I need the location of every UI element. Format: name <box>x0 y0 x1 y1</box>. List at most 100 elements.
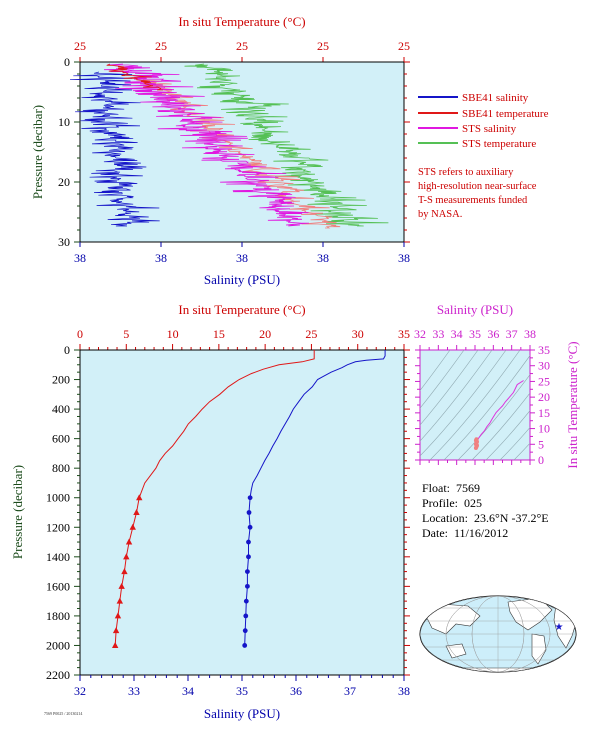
temperature-marker <box>111 641 119 648</box>
sbe-temperature-trace <box>106 63 163 91</box>
temperature-marker <box>121 568 128 575</box>
top1-pres-tick-label: 10 <box>58 115 70 129</box>
salinity-marker <box>243 613 249 619</box>
temperature-marker <box>114 612 122 619</box>
ts-density-contour <box>457 374 530 460</box>
main-pres-tick-label: 200 <box>52 373 70 387</box>
ts-sal-tick-label: 38 <box>524 327 536 341</box>
top1-sal-tick-label: 38 <box>398 251 410 265</box>
salinity-marker <box>245 569 250 574</box>
sts-note-line-1: STS refers to auxiliary <box>418 167 514 178</box>
ts-density-contour <box>513 442 530 460</box>
main-pres-tick-label: 1800 <box>46 609 70 623</box>
sts-note-line-3: T-S measurements funded <box>418 195 528 206</box>
sts-note-line-4: by NASA. <box>418 209 462 220</box>
legend-label-sbe-temperature: SBE41 temperature <box>462 108 549 120</box>
salinity-marker <box>246 510 252 515</box>
info-location: Location: 23.6°N -37.2°E <box>422 511 549 525</box>
salinity-marker <box>247 495 253 501</box>
ts-deep-point <box>474 437 479 442</box>
float-info: Float: 7569 Profile: 025 Location: 23.6°N -… <box>422 481 549 540</box>
top1-pressure-ticks: 0 10 20 30 <box>58 55 410 249</box>
main-sal-tick-label: 32 <box>74 684 86 698</box>
main-temp-tick-label: 30 <box>352 327 364 341</box>
ts-density-contour <box>429 350 521 460</box>
info-profile: Profile: 025 <box>422 496 482 510</box>
legend-label-sts-temperature: STS temperature <box>462 138 536 150</box>
near-surface-panel: In situ Temperature (°C) 25 25 25 25 25 0 10 2… <box>30 14 410 287</box>
ts-temp-tick-label: 25 <box>538 374 550 388</box>
main-temp-tick-label: 25 <box>305 327 317 341</box>
ts-temperature-axis-title: In situ Temperature (°C) <box>565 341 580 468</box>
main-pres-tick-label: 0 <box>64 343 70 357</box>
salinity-marker <box>242 628 248 634</box>
ts-density-contour <box>420 350 465 409</box>
top1-salinity-axis-title: Salinity (PSU) <box>204 272 280 287</box>
ts-temp-tick-label: 0 <box>538 453 544 467</box>
temperature-marker <box>133 509 140 515</box>
ts-temp-tick-label: 35 <box>538 343 550 357</box>
ts-temp-tick-label: 5 <box>538 437 544 451</box>
top1-temperature-axis-title: In situ Temperature (°C) <box>178 14 305 29</box>
main-sal-tick-label: 34 <box>182 684 194 698</box>
top1-sal-tick-label: 38 <box>74 251 86 265</box>
sts-note-line-2: high-resolution near-surface <box>418 181 537 192</box>
top1-temperature-ticks: 25 25 25 25 25 <box>74 39 410 62</box>
main-pres-tick-label: 1200 <box>46 520 70 534</box>
top1-pres-tick-label: 0 <box>64 55 70 69</box>
legend-label-sbe-salinity: SBE41 salinity <box>462 92 529 104</box>
main-temperature-axis-title: In situ Temperature (°C) <box>178 302 305 317</box>
ts-traces <box>473 380 524 451</box>
top1-pres-tick-label: 30 <box>58 235 70 249</box>
ts-sal-tick-label: 34 <box>451 327 463 341</box>
temperature-marker <box>118 582 125 589</box>
ts-density-contour <box>485 410 530 460</box>
map-asia <box>423 603 481 635</box>
temperature-marker <box>136 494 143 501</box>
main-temp-tick-label: 15 <box>213 327 225 341</box>
ts-density-contour <box>420 350 479 426</box>
main-pres-tick-label: 1000 <box>46 491 70 505</box>
main-pres-tick-label: 2000 <box>46 638 70 652</box>
main-pres-tick-label: 2200 <box>46 668 70 682</box>
ts-density-contour <box>499 426 530 460</box>
legend-label-sts-salinity: STS salinity <box>462 123 517 135</box>
main-salinity-ticks: 32 33 34 35 36 37 38 <box>74 675 410 698</box>
main-sal-tick-label: 35 <box>236 684 248 698</box>
top1-temp-tick-label: 25 <box>236 39 248 53</box>
map-float-marker: ★ <box>555 622 564 633</box>
ts-sal-tick-label: 36 <box>487 327 499 341</box>
sts-temperature-trace <box>184 63 389 227</box>
main-pres-tick-label: 800 <box>52 461 70 475</box>
salinity-marker <box>246 554 251 560</box>
ts-sal-tick-label: 35 <box>469 327 481 341</box>
main-temp-tick-label: 20 <box>259 327 271 341</box>
world-map: ★ <box>419 595 577 673</box>
ts-density-contour <box>443 355 530 460</box>
main-sal-tick-label: 37 <box>344 684 356 698</box>
salinity-marker <box>242 643 248 648</box>
main-temperature-ticks: 0 5 10 15 20 25 30 35 <box>77 327 410 350</box>
top1-temp-tick-label: 25 <box>317 39 329 53</box>
map-australia <box>445 643 467 659</box>
main-plot-area <box>79 349 405 676</box>
map-graticule <box>420 596 576 672</box>
full-profile-panel: In situ Temperature (°C) 0 5 10 15 20 25 30 35 … <box>10 302 410 721</box>
temperature-marker <box>116 597 124 604</box>
temperature-marker <box>112 627 120 634</box>
ts-salinity-ticks: 32 33 34 35 36 37 38 <box>414 327 536 465</box>
ts-density-contour <box>420 350 507 457</box>
salinity-marker <box>246 539 251 545</box>
top1-pres-tick-label: 20 <box>58 175 70 189</box>
top1-traces <box>69 63 389 229</box>
ts-density-contour <box>471 392 530 460</box>
top1-sal-tick-label: 38 <box>155 251 167 265</box>
main-salinity-axis-title: Salinity (PSU) <box>204 706 280 721</box>
main-pres-tick-label: 1600 <box>46 579 70 593</box>
top1-temp-tick-label: 25 <box>74 39 86 53</box>
main-pressure-axis-title: Pressure (decibar) <box>10 465 25 559</box>
ts-sal-tick-label: 32 <box>414 327 426 341</box>
salinity-marker <box>245 583 250 589</box>
main-traces <box>111 350 386 648</box>
